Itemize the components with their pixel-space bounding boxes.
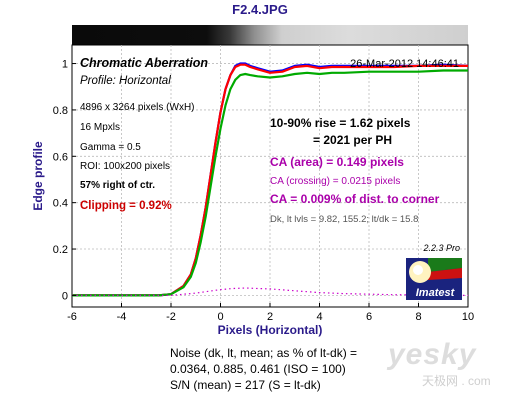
info-left: 4896 x 3264 pixels (WxH) 16 Mpxls Gamma … (80, 102, 195, 191)
y-tick-label: 1 (62, 59, 68, 71)
x-tick-label: 8 (415, 311, 421, 323)
page-title: F2.4.JPG (232, 2, 288, 17)
edge-image-strip (72, 25, 468, 45)
x-tick-label: -2 (166, 311, 176, 323)
noise-line-2: 0.0364, 0.885, 0.461 (ISO = 100) (170, 362, 346, 376)
rise-text: 10-90% rise = 1.62 pixels (270, 116, 411, 130)
info-megapixels: 16 Mpxls (80, 122, 120, 133)
y-tick-label: 0.2 (53, 244, 68, 256)
timestamp: 26-Mar-2012 14:46:41 (350, 58, 459, 70)
ca-area-text: CA (area) = 0.149 pixels (270, 155, 404, 169)
chart-title: Chromatic Aberration (80, 56, 208, 70)
green-channel-line (72, 69, 468, 297)
chart-subtitle: Profile: Horizontal (80, 75, 171, 87)
x-tick-label: -4 (117, 311, 127, 323)
version-text: 2.2.3 Pro (422, 243, 460, 253)
x-tick-label: 10 (462, 311, 474, 323)
x-tick-label: 0 (217, 311, 223, 323)
edge-profile-chart: -6 -4 -2 0 2 4 6 8 10 0 0.2 0.4 0.6 0.8 1 Chromatic Ab… (31, 44, 474, 337)
noise-block: Noise (dk, lt, mean; as % of lt-dk) = 0.… (170, 345, 357, 393)
watermark-logo: yesky (388, 338, 477, 371)
imatest-logo: Imatest (406, 258, 462, 300)
info-resolution: 4896 x 3264 pixels (WxH) (80, 102, 195, 113)
x-tick-label: 6 (366, 311, 372, 323)
x-tick-label: 2 (267, 311, 273, 323)
clipping-text: Clipping = 0.92% (80, 200, 172, 212)
y-axis-label: Edge profile (31, 141, 45, 211)
y-tick-label: 0.8 (53, 105, 68, 117)
x-axis-label: Pixels (Horizontal) (218, 323, 323, 337)
info-gamma: Gamma = 0.5 (80, 142, 141, 153)
y-tick-label: 0.6 (53, 151, 68, 163)
x-tick-label: 4 (316, 311, 322, 323)
red-channel-line (72, 63, 468, 297)
ca-difference-line (72, 287, 469, 296)
x-tick-label: -6 (67, 311, 77, 323)
watermark: yesky 天极网 . com (388, 338, 491, 388)
info-position: 57% right of ctr. (80, 180, 155, 191)
per-ph-text: = 2021 per PH (313, 133, 392, 147)
levels-text: Dk, lt lvls = 9.82, 155.2; lt/dk = 15.8 (270, 214, 418, 225)
tick-labels: -6 -4 -2 0 2 4 6 8 10 0 0.2 0.4 0.6 0.8 1 (53, 59, 474, 323)
y-tick-label: 0 (62, 290, 68, 302)
watermark-subtext: 天极网 . com (422, 374, 491, 388)
noise-line-3: S/N (mean) = 217 (S = lt-dk) (170, 378, 321, 392)
info-roi: ROI: 100x200 pixels (80, 161, 170, 172)
plot-area (71, 44, 469, 308)
y-tick-label: 0.4 (53, 198, 68, 210)
grid (72, 45, 468, 307)
ca-crossing-text: CA (crossing) = 0.0215 pixels (270, 176, 400, 187)
noise-line-1: Noise (dk, lt, mean; as % of lt-dk) = (170, 346, 358, 360)
results-block: 10-90% rise = 1.62 pixels = 2021 per PH … (270, 116, 440, 225)
ca-corner-text: CA = 0.009% of dist. to corner (270, 192, 440, 206)
logo-text: Imatest (416, 287, 456, 299)
series-lines (72, 62, 469, 297)
